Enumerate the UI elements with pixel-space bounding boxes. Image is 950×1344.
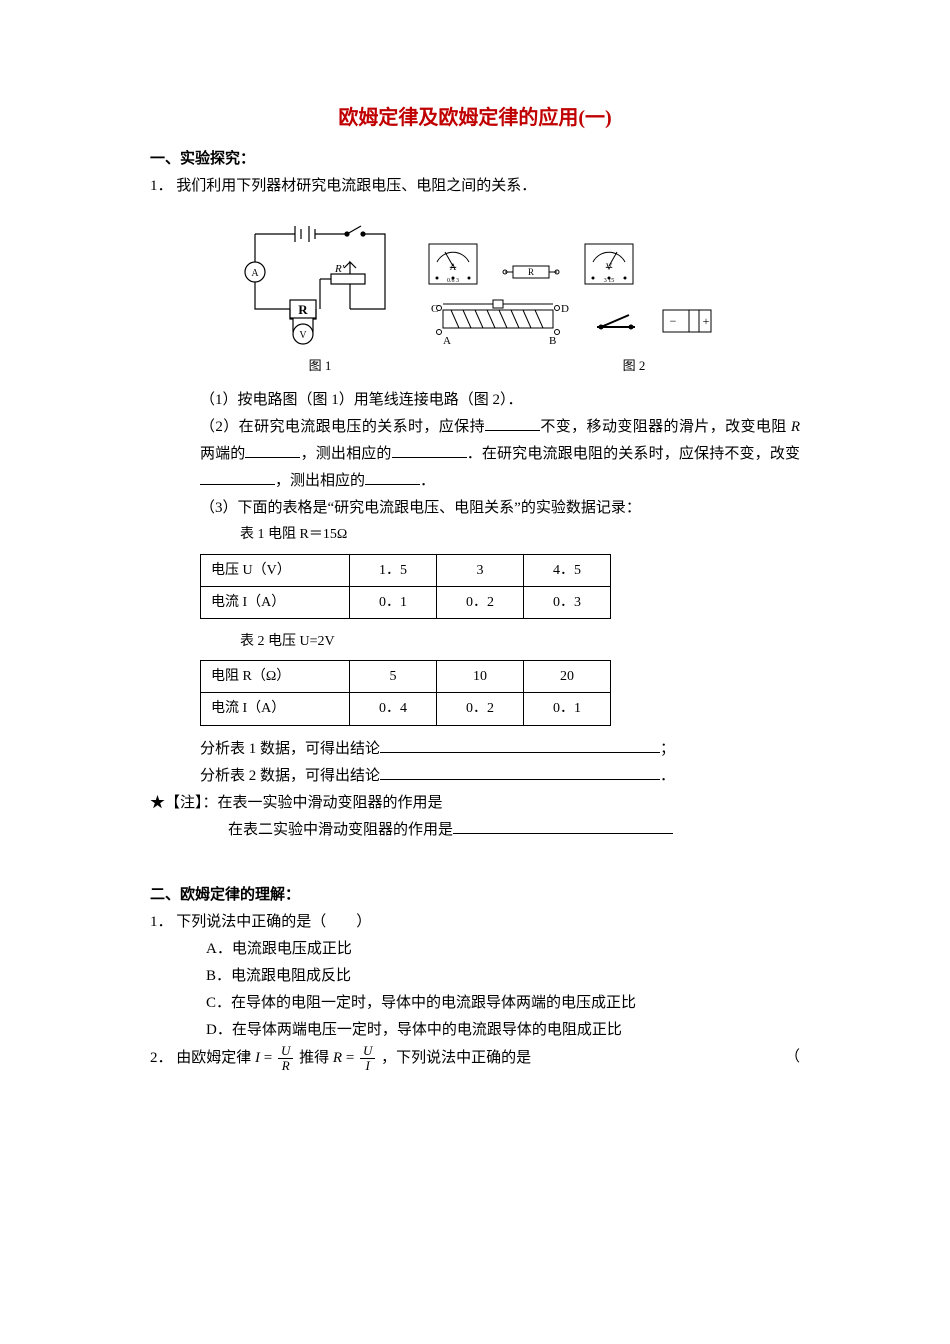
page-title: 欧姆定律及欧姆定律的应用(一) — [150, 100, 800, 136]
s2-q1d: D．在导体两端电压一定时，导体中的电流跟导体的电阻成正比 — [206, 1017, 800, 1044]
analysis1: 分析表 1 数据，可得出结论； — [200, 736, 800, 763]
p2: （2）在研究电流跟电压的关系时，应保持不变，移动变阻器的滑片，改变电阻 R 两端… — [200, 414, 800, 495]
svg-text:C: C — [431, 303, 438, 315]
fig1: A V R R' 图 1 — [235, 214, 405, 377]
fig2-label: 图 2 — [553, 354, 715, 377]
svg-text:A: A — [443, 335, 451, 346]
s2-q2: 2． 由欧姆定律 I = UR 推得 R = UI ，下列说法中正确的是 （ — [150, 1044, 800, 1074]
section2-head: 二、欧姆定律的理解： — [150, 882, 800, 909]
svg-text:R': R' — [334, 263, 345, 275]
note2: 在表二实验中滑动变阻器的作用是 — [228, 817, 800, 844]
table1: 电压 U（V）1．534．5 电流 I（A）0．10．20．3 — [200, 554, 611, 619]
svg-text:3 15: 3 15 — [604, 278, 615, 284]
table2: 电阻 R（Ω）51020 电流 I（A）0．40．20．1 — [200, 660, 611, 725]
s2-q1: 1． 下列说法中正确的是（ ） — [150, 909, 800, 936]
svg-text:V: V — [606, 262, 613, 272]
p3: （3）下面的表格是“研究电流跟电压、电阻关系”的实验数据记录： — [200, 495, 800, 522]
s2-q1b: B．电流跟电阻成反比 — [206, 963, 800, 990]
q1-lead: 1． 我们利用下列器材研究电流跟电压、电阻之间的关系． — [150, 173, 800, 200]
svg-text:R: R — [298, 302, 308, 317]
svg-text:0.6 3: 0.6 3 — [447, 278, 459, 284]
svg-text:V: V — [299, 330, 307, 341]
svg-text:B: B — [549, 335, 556, 346]
s2-q1c: C．在导体的电阻一定时，导体中的电流跟导体两端的电压成正比 — [206, 990, 800, 1017]
svg-text:R: R — [528, 267, 534, 277]
t1-caption: 表 1 电阻 R＝15Ω — [240, 522, 800, 547]
s2-q1a: A．电流跟电压成正比 — [206, 936, 800, 963]
p1: （1）按电路图（图 1）用笔线连接电路（图 2）． — [200, 387, 800, 414]
svg-text:A: A — [450, 262, 457, 272]
analysis2: 分析表 2 数据，可得出结论． — [200, 763, 800, 790]
figure-row: A V R R' 图 1 A 0.6 3 — [150, 214, 800, 377]
svg-text:+: + — [703, 314, 710, 328]
t2-caption: 表 2 电压 U=2V — [240, 629, 800, 654]
svg-text:A: A — [251, 268, 259, 279]
section1-head: 一、实验探究： — [150, 146, 800, 173]
svg-text:−: − — [670, 314, 677, 328]
note-block: ★【注】：在表一实验中滑动变阻器的作用是 — [150, 790, 800, 817]
fig1-label: 图 1 — [235, 354, 405, 377]
svg-text:D: D — [561, 303, 569, 315]
fig2: A 0.6 3 R V 3 15 — [423, 240, 715, 377]
